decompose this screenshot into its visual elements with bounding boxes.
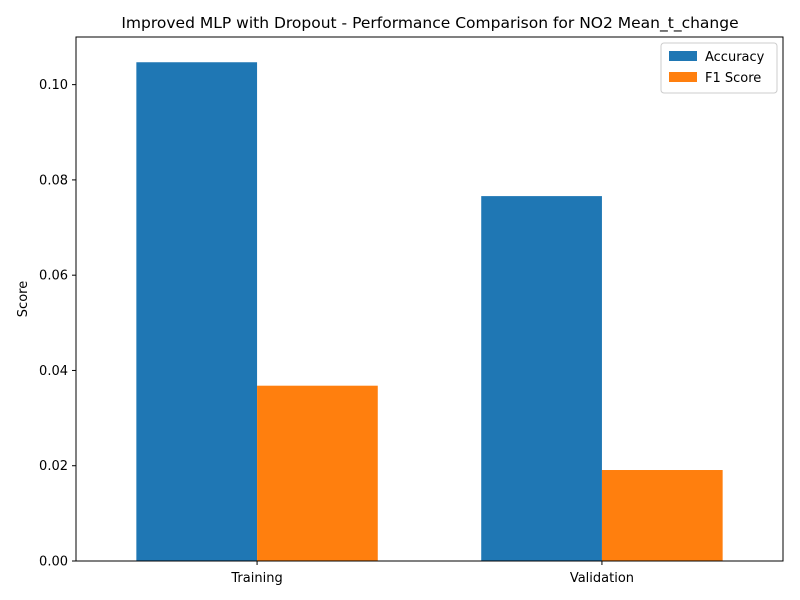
y-tick-label: 0.04 [39,364,68,379]
bar-f1-score-training [257,385,378,561]
y-tick-label: 0.00 [39,555,68,570]
y-axis-label: Score [16,281,31,317]
y-tick-label: 0.08 [39,173,68,188]
bar-f1-score-validation [601,470,723,561]
y-tick-label: 0.06 [39,269,68,284]
bar-accuracy-validation [481,196,602,561]
bar-accuracy-training [136,62,258,561]
legend-label-accuracy: Accuracy [705,50,765,65]
bars-group [136,62,723,561]
legend: Accuracy F1 Score [660,42,778,94]
legend-swatch-accuracy [669,51,697,61]
y-tick-label: 0.10 [39,78,68,93]
legend-label-f1-score: F1 Score [705,71,761,86]
y-tick-label: 0.02 [39,459,68,474]
x-tick-label-validation: Validation [570,571,634,586]
x-tick-label-training: Training [230,571,282,586]
y-axis: 0.00 0.02 0.04 0.06 0.08 0.10 [39,78,76,570]
x-axis: Training Validation [230,561,634,586]
plot-area-frame [75,36,784,562]
legend-swatch-f1-score [669,72,697,82]
chart-title: Improved MLP with Dropout - Performance … [121,14,738,33]
